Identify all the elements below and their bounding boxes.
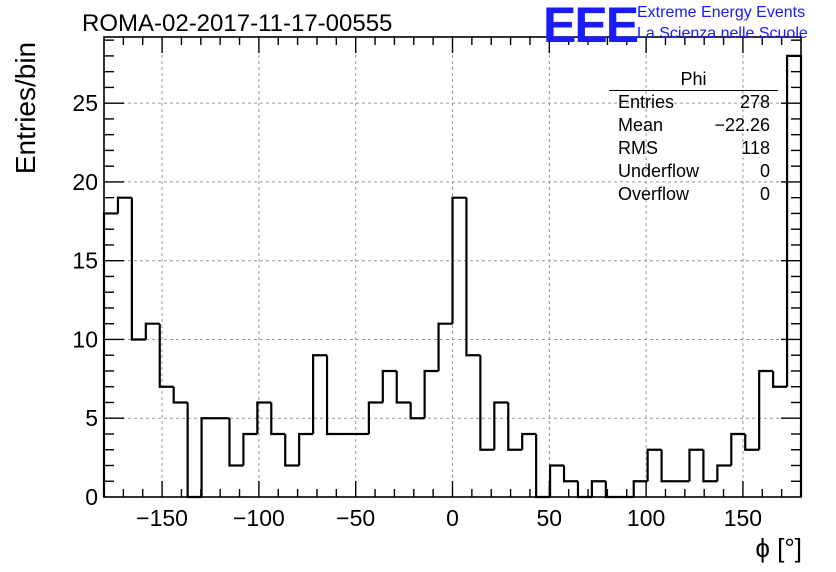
- x-axis-label: ϕ [°]: [755, 533, 802, 563]
- stats-value: −22.26: [714, 115, 770, 135]
- histogram-bin: [409, 402, 425, 420]
- histogram-bin: [772, 370, 788, 388]
- histogram-bin: [451, 196, 467, 324]
- stats-value: 278: [739, 92, 770, 112]
- histogram-bin: [632, 480, 648, 497]
- histogram-bin: [576, 481, 592, 499]
- histogram-bin: [325, 355, 341, 436]
- histogram-bin: [367, 401, 383, 434]
- y-axis-label: Entries/bin: [10, 41, 41, 175]
- stats-row-underflow: Underflow 0: [609, 160, 778, 183]
- histogram-bin: [590, 480, 606, 497]
- histogram-bin: [312, 354, 328, 434]
- histogram-bin: [381, 369, 397, 403]
- stats-label: Overflow: [618, 184, 690, 204]
- histogram-bin: [186, 402, 202, 499]
- histogram-bin: [562, 465, 578, 483]
- histogram-bin: [688, 448, 704, 482]
- stats-row-rms: RMS 118: [609, 137, 778, 160]
- histogram-bin: [256, 401, 272, 434]
- histogram-bin: [716, 464, 732, 482]
- histogram-bin: [242, 432, 258, 466]
- stats-value: 118: [741, 138, 770, 158]
- y-tick-label: 5: [85, 405, 98, 431]
- x-tick-label: −150: [136, 505, 188, 531]
- histogram-bin: [548, 464, 565, 497]
- y-tick-label: 15: [72, 248, 98, 274]
- stats-title: Phi: [609, 70, 778, 91]
- y-tick-label: 20: [72, 169, 98, 195]
- stats-value: 0: [759, 161, 770, 181]
- histogram-bin: [702, 449, 718, 483]
- histogram-bin: [730, 432, 746, 466]
- x-tick-label: 150: [724, 505, 762, 531]
- x-tick-label: 100: [627, 505, 665, 531]
- stats-label: Entries: [618, 92, 675, 112]
- histogram-bin: [144, 322, 160, 340]
- histogram-bin: [535, 433, 551, 499]
- stats-value: 0: [759, 184, 770, 204]
- x-tick-label: 0: [446, 505, 459, 531]
- histogram-bin: [744, 433, 760, 451]
- x-tick-label: −100: [233, 505, 285, 531]
- histogram-bin: [646, 448, 662, 482]
- y-tick-label: 0: [85, 484, 98, 510]
- x-tick-label: −50: [336, 505, 375, 531]
- histogram-bin: [660, 449, 676, 483]
- histogram-bin: [423, 369, 439, 419]
- histogram-bin: [395, 370, 411, 404]
- x-tick-label: 50: [537, 505, 563, 531]
- histogram-bin: [228, 418, 244, 467]
- stats-row-mean: Mean −22.26: [609, 114, 778, 137]
- stats-row-entries: Entries 278: [609, 91, 778, 114]
- histogram-bin: [284, 433, 300, 467]
- stats-label: Underflow: [618, 161, 700, 181]
- histogram-bin: [758, 369, 774, 450]
- run-title: ROMA-02-2017-11-17-00555: [82, 10, 393, 37]
- stats-label: Mean: [618, 115, 664, 135]
- axis-layer: −150 −100 −50 0 50 100 150 0 5 10 15 20 25: [72, 36, 802, 531]
- histogram-bin: [465, 197, 481, 357]
- logo-line-2: La Scienza nelle Scuole: [637, 25, 808, 42]
- stats-box: Phi Entries 278 Mean −22.26 RMS 118 Unde…: [609, 70, 778, 206]
- logo-line-1: Extreme Energy Events: [637, 4, 806, 21]
- histogram-bin: [116, 196, 132, 214]
- stats-row-overflow: Overflow 0: [609, 183, 778, 206]
- histogram-bin: [270, 402, 286, 436]
- stats-label: RMS: [618, 138, 658, 158]
- histogram-bin: [521, 432, 537, 450]
- y-tick-label: 25: [72, 90, 98, 116]
- histogram-bin: [172, 386, 188, 404]
- eee-logo-icon: EEE: [543, 0, 639, 53]
- histogram-bin: [507, 402, 523, 451]
- histogram-bin: [479, 355, 495, 451]
- histogram-bin: [200, 417, 216, 497]
- histogram-bin: [493, 401, 509, 450]
- histogram-bin: [298, 432, 314, 466]
- histogram-bin: [130, 197, 146, 341]
- y-tick-label: 10: [72, 326, 98, 352]
- histogram-bin: [158, 323, 174, 388]
- histogram-bin: [437, 322, 453, 371]
